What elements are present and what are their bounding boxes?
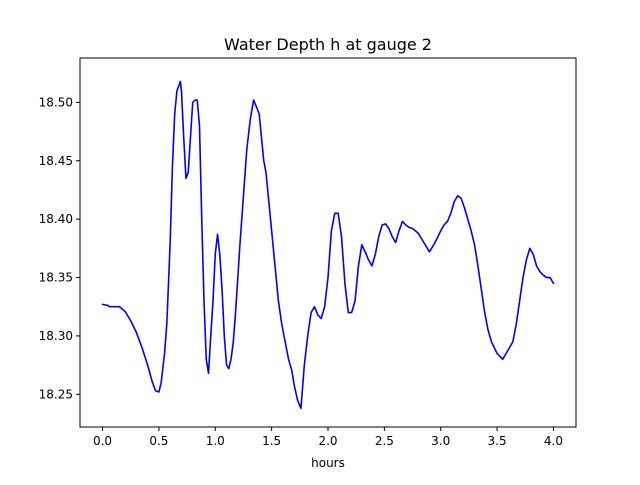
- x-tick-label: 2.0: [318, 434, 337, 448]
- x-tick-label: 1.5: [262, 434, 281, 448]
- x-tick-label: 3.0: [431, 434, 450, 448]
- plot-area: [101, 80, 555, 410]
- x-tick-label: 0.5: [149, 434, 168, 448]
- x-tick-label: 4.0: [544, 434, 563, 448]
- y-axis: 18.25 18.30 18.35 18.40 18.45 18.50: [39, 95, 80, 401]
- chart-title: Water Depth h at gauge 2: [224, 35, 432, 54]
- x-axis: 0.0 0.5 1.0 1.5 2.0 2.5 3.0 3.5 4.0: [93, 427, 563, 448]
- x-axis-label: hours: [311, 456, 345, 470]
- y-tick-label: 18.30: [39, 329, 73, 343]
- x-tick-label: 0.0: [93, 434, 112, 448]
- x-tick-label: 2.5: [375, 434, 394, 448]
- y-tick-label: 18.40: [39, 212, 73, 226]
- y-tick-label: 18.35: [39, 271, 73, 285]
- series-line: [101, 80, 555, 410]
- axes-frame: [79, 57, 577, 428]
- y-tick-label: 18.25: [39, 387, 73, 401]
- y-tick-label: 18.45: [39, 154, 73, 168]
- x-tick-label: 3.5: [488, 434, 507, 448]
- x-tick-label: 1.0: [206, 434, 225, 448]
- y-tick-label: 18.50: [39, 95, 73, 109]
